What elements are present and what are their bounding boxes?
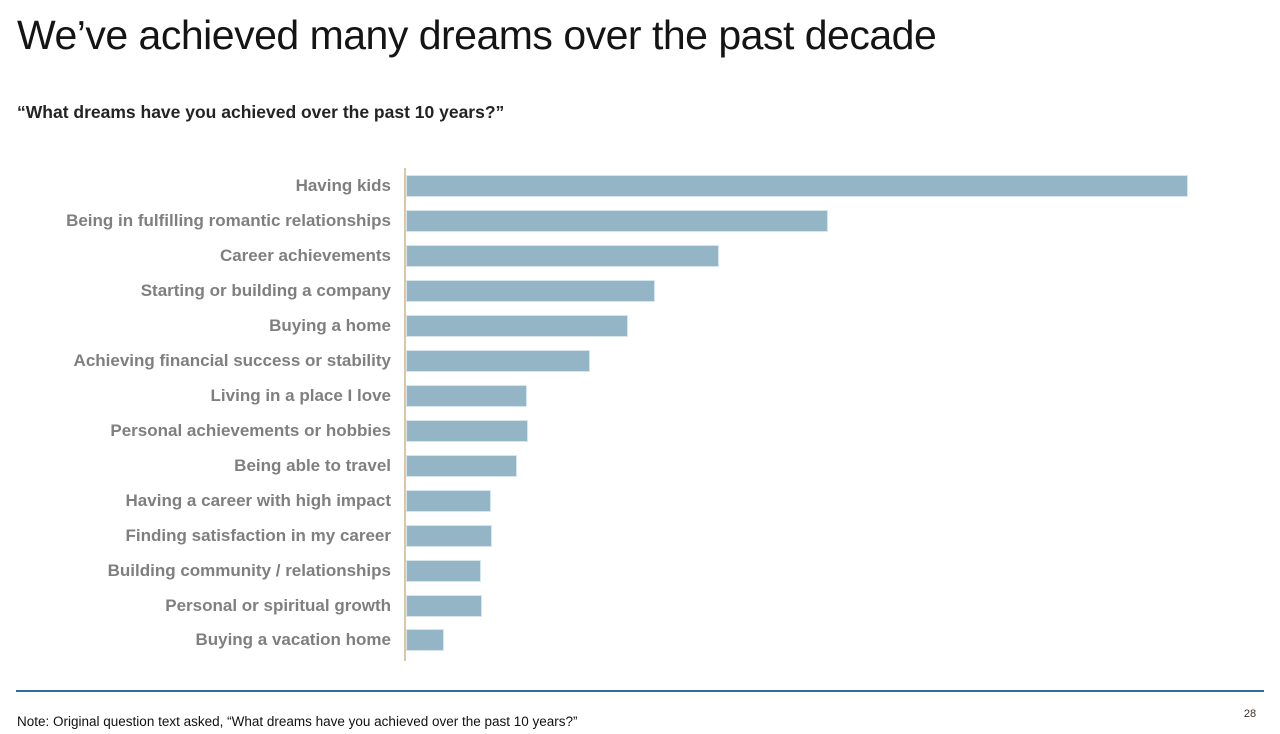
chart-row: Buying a home (0, 309, 1280, 344)
bar (406, 489, 492, 512)
chart-row: Personal achievements or hobbies (0, 413, 1280, 448)
page-number: 28 (1243, 708, 1257, 720)
chart-row: Buying a vacation home (0, 623, 1280, 658)
category-label: Building community / relationships (107, 560, 391, 580)
bar (406, 384, 528, 407)
bar (406, 629, 445, 652)
bar-track (406, 489, 1280, 512)
chart-row: Having a career with high impact (0, 483, 1280, 518)
chart-row: Having kids (0, 169, 1280, 204)
category-label: Finding satisfaction in my career (125, 525, 391, 545)
bar-track (406, 210, 1280, 233)
chart-row: Living in a place I love (0, 379, 1280, 414)
bar-track (406, 594, 1280, 617)
slide-subtitle: “What dreams have you achieved over the … (17, 102, 505, 122)
category-label: Living in a place I love (210, 385, 391, 405)
category-label: Being in fulfilling romantic relationshi… (66, 211, 391, 231)
bar-track (406, 175, 1280, 198)
bar (406, 175, 1188, 198)
footnote: Note: Original question text asked, “Wha… (17, 714, 578, 729)
chart-row: Building community / relationships (0, 553, 1280, 588)
chart-row: Being able to travel (0, 448, 1280, 483)
bar (406, 559, 482, 582)
chart-row: Career achievements (0, 239, 1280, 274)
axis-line (404, 168, 406, 661)
category-label: Career achievements (219, 246, 391, 266)
category-label: Personal or spiritual growth (165, 595, 391, 615)
bar (406, 280, 655, 303)
bar (406, 350, 590, 373)
chart-row: Personal or spiritual growth (0, 588, 1280, 623)
bar-track (406, 315, 1280, 338)
bar (406, 419, 528, 442)
bar-track (406, 454, 1280, 477)
category-label: Having a career with high impact (125, 490, 391, 510)
bar (406, 245, 719, 268)
bar-track (406, 419, 1280, 442)
category-label: Being able to travel (234, 455, 391, 475)
bar (406, 594, 482, 617)
chart-row: Achieving financial success or stability (0, 344, 1280, 379)
bar-chart: Having kids Being in fulfilling romantic … (0, 169, 1280, 658)
bar (406, 454, 518, 477)
category-label: Buying a home (269, 316, 391, 336)
category-label: Achieving financial success or stability (73, 351, 391, 371)
category-label: Personal achievements or hobbies (110, 420, 391, 440)
bar-track (406, 245, 1280, 268)
chart-row: Starting or building a company (0, 274, 1280, 309)
bar-track (406, 350, 1280, 373)
footer-divider (16, 690, 1264, 692)
bar-track (406, 280, 1280, 303)
bar-track (406, 524, 1280, 547)
bar (406, 210, 829, 233)
bar-track (406, 384, 1280, 407)
slide-title: We’ve achieved many dreams over the past… (17, 12, 937, 58)
chart-row: Finding satisfaction in my career (0, 518, 1280, 553)
chart-row: Being in fulfilling romantic relationshi… (0, 204, 1280, 239)
bar-track (406, 629, 1280, 652)
category-label: Starting or building a company (140, 281, 391, 301)
bar-track (406, 559, 1280, 582)
bar (406, 315, 629, 338)
category-label: Having kids (295, 176, 391, 196)
category-label: Buying a vacation home (195, 630, 391, 650)
bar (406, 524, 493, 547)
